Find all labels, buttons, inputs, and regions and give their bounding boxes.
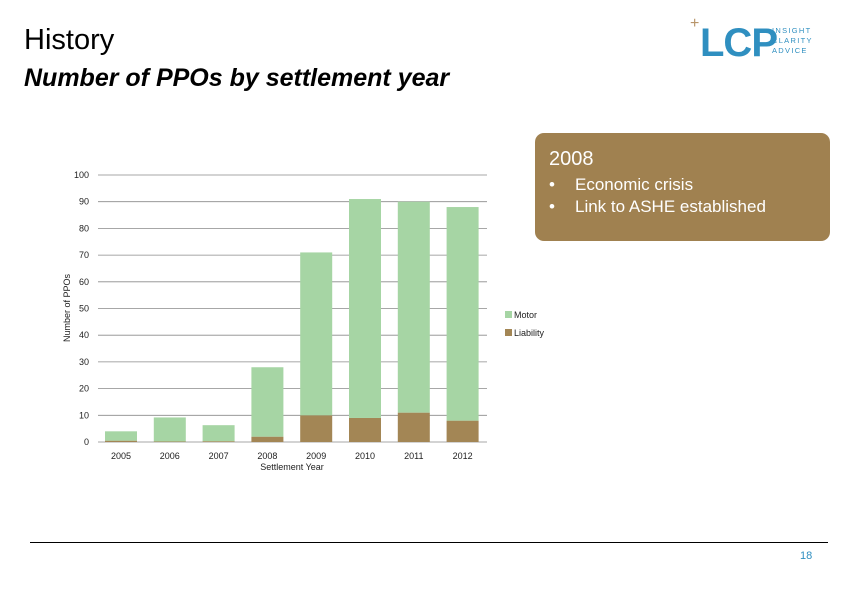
legend-swatch (505, 311, 512, 318)
callout-item-text: Link to ASHE established (575, 197, 766, 216)
x-tick-label: 2011 (404, 451, 423, 461)
legend-label: Liability (514, 328, 545, 338)
logo-tagline: INSIGHT CLARITY ADVICE (772, 26, 813, 56)
y-tick-label: 60 (79, 277, 89, 287)
y-tick-label: 40 (79, 330, 89, 340)
bar-motor (202, 425, 235, 442)
page-number: 18 (800, 550, 813, 562)
bullet-icon: • (549, 197, 555, 216)
x-axis-label: Settlement Year (260, 462, 324, 472)
bar-motor (300, 252, 333, 416)
callout-item: • Link to ASHE established (549, 196, 766, 218)
y-tick-label: 50 (79, 304, 89, 314)
callout-item-text: Economic crisis (575, 175, 694, 194)
x-tick-label: 2008 (257, 451, 277, 461)
callout-item: • Economic crisis (549, 174, 766, 196)
x-tick-label: 2012 (453, 451, 473, 461)
bar-motor (397, 201, 430, 413)
y-tick-label: 30 (79, 357, 89, 367)
logo-word: ADVICE (772, 46, 808, 55)
callout-box: 2008 • Economic crisis • Link to ASHE esta… (535, 133, 830, 241)
x-tick-label: 2006 (160, 451, 180, 461)
y-axis-label: Number of PPOs (62, 273, 72, 342)
x-tick-label: 2007 (209, 451, 229, 461)
legend-swatch (505, 329, 512, 336)
y-tick-label: 90 (79, 197, 89, 207)
bar-liability (397, 412, 430, 442)
bar-liability (153, 441, 186, 442)
y-tick-label: 70 (79, 250, 89, 260)
callout-title: 2008 (549, 148, 594, 170)
slide-title: History (24, 24, 115, 56)
bar-motor (446, 207, 479, 421)
logo-word: CLARITY (772, 36, 813, 45)
x-tick-label: 2009 (306, 451, 326, 461)
footer-divider (30, 542, 828, 543)
y-tick-label: 100 (74, 170, 89, 180)
bullet-icon: • (549, 175, 555, 194)
bar-liability (300, 415, 333, 442)
logo-mark: LCP (700, 21, 778, 65)
bar-liability (446, 420, 479, 442)
bar-motor (105, 431, 137, 441)
callout-list: • Economic crisis • Link to ASHE establish… (549, 174, 766, 218)
bar-liability (105, 440, 137, 442)
bar-liability (251, 436, 284, 442)
y-tick-label: 20 (79, 384, 89, 394)
y-tick-label: 10 (79, 410, 89, 420)
logo-plus-icon: + (690, 15, 700, 32)
bar-motor (349, 199, 381, 418)
y-tick-label: 80 (79, 223, 89, 233)
logo-word: INSIGHT (772, 26, 812, 35)
x-tick-label: 2010 (355, 451, 375, 461)
bar-motor (153, 417, 186, 442)
bar-motor (251, 367, 284, 437)
bar-liability (349, 417, 381, 442)
lcp-logo: + LCP INSIGHT CLARITY ADVICE (690, 16, 830, 66)
legend-label: Motor (514, 310, 537, 320)
x-tick-label: 2005 (111, 451, 131, 461)
bar-liability (202, 441, 235, 442)
y-tick-label: 0 (84, 437, 89, 447)
slide-subtitle: Number of PPOs by settlement year (24, 64, 450, 92)
